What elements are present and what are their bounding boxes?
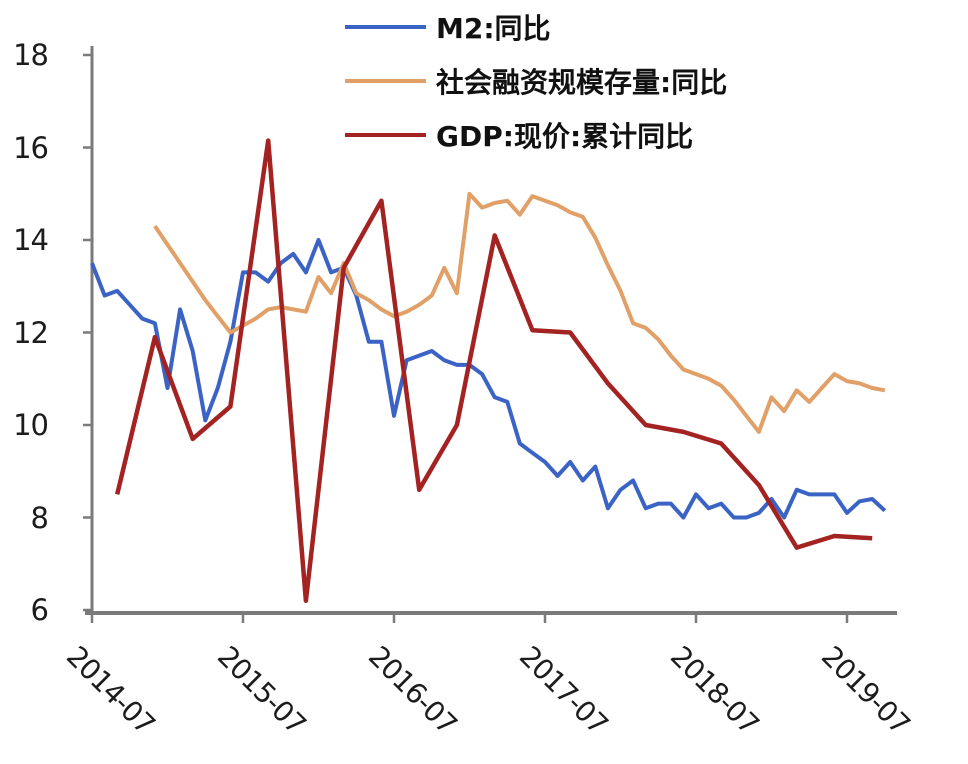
y-tick-label: 18 [13,38,49,72]
legend-line-tsf [345,79,426,83]
chart-legend: M2:同比 社会融资规模存量:同比 GDP:现价:累计同比 [345,0,727,162]
y-tick-label: 8 [30,500,49,535]
legend-label-m2: M2:同比 [436,12,551,45]
tsf-series-line [153,191,886,434]
gdp-series-line [115,138,873,604]
legend-item-tsf: 社会融资规模存量:同比 [345,54,727,108]
legend-label-tsf: 社会融资规模存量:同比 [436,66,728,99]
m2-series-line [90,238,887,520]
y-tick-label: 10 [13,408,49,442]
legend-item-m2: M2:同比 [345,0,727,54]
y-tick-label: 16 [13,130,49,165]
y-tick-label: 12 [13,315,49,350]
legend-item-gdp: GDP:现价:累计同比 [345,108,727,162]
legend-line-gdp [345,133,426,137]
legend-line-m2 [345,25,426,29]
y-tick-label: 6 [30,593,49,627]
legend-label-gdp: GDP:现价:累计同比 [436,120,694,153]
y-tick-label: 14 [13,223,49,257]
